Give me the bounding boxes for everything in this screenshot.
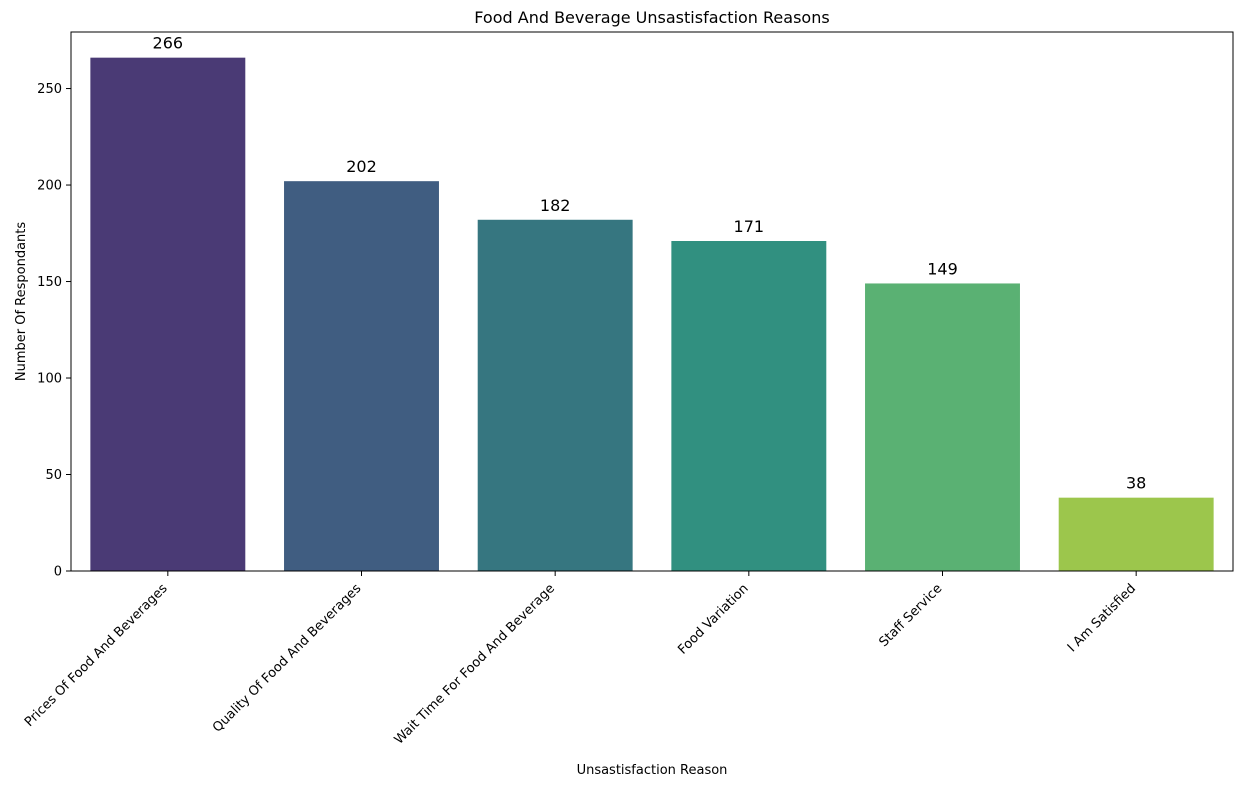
bar: [865, 283, 1020, 571]
x-tick-label: Food Variation: [675, 581, 751, 657]
x-tick-label: Quality Of Food And Beverages: [210, 581, 365, 736]
y-axis-label: Number Of Respondants: [14, 222, 29, 382]
bar-value-label: 182: [540, 196, 571, 215]
bar: [477, 219, 633, 572]
x-tick-label: Wait Time For Food And Beverage: [392, 581, 558, 747]
x-axis-ticks: Prices Of Food And Beverages Quality Of F…: [22, 571, 1139, 748]
y-tick-label: 0: [54, 565, 62, 580]
bar: [90, 57, 246, 571]
x-axis-label: Unsastisfaction Reason: [577, 763, 728, 778]
y-tick-label: 100: [37, 372, 62, 387]
bar-value-label: 171: [734, 217, 765, 236]
y-tick-label: 50: [45, 468, 62, 483]
x-tick-label: Staff Service: [876, 581, 945, 650]
chart-title: Food And Beverage Unsastisfaction Reason…: [474, 8, 829, 27]
x-tick-label: Prices Of Food And Beverages: [22, 581, 171, 730]
bar-value-label: 38: [1126, 474, 1146, 493]
y-tick-label: 200: [37, 179, 62, 194]
bar: [284, 181, 439, 571]
bar: [1058, 497, 1214, 571]
data-labels: 266 202 182 171 149 38: [153, 34, 1147, 493]
bar-value-label: 149: [927, 259, 958, 278]
y-axis-ticks: 0 50 100 150 200 250: [37, 82, 71, 580]
plot-frame: [70, 31, 1234, 572]
bar-value-label: 266: [153, 34, 184, 53]
y-tick-label: 250: [37, 82, 62, 97]
y-tick-label: 150: [37, 275, 62, 290]
bar-value-label: 202: [346, 157, 377, 176]
bars-group: [90, 57, 1214, 572]
bar: [671, 241, 827, 571]
x-tick-label: I Am Satisfied: [1065, 581, 1139, 655]
